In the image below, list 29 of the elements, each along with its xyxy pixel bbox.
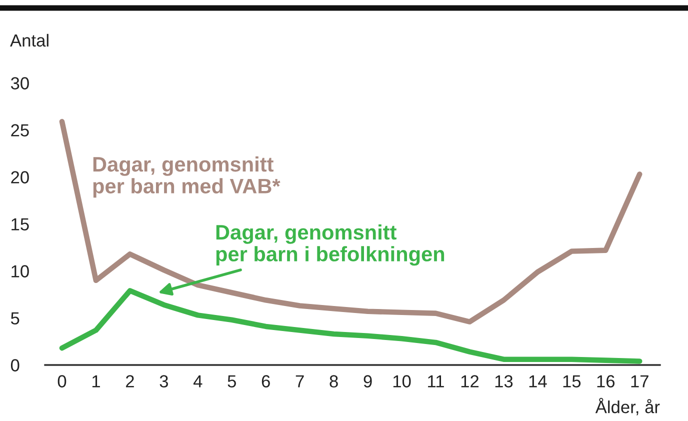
x-tick-label: 12 xyxy=(461,375,479,388)
y-tick-label: 5 xyxy=(10,312,20,324)
y-tick-label: 25 xyxy=(11,124,29,136)
x-tick-label: 17 xyxy=(631,375,648,388)
x-tick-label: 16 xyxy=(597,375,615,388)
x-tick-label: 14 xyxy=(529,375,547,388)
series-label: Dagar, genomsnitt per barn med VAB* xyxy=(93,156,280,198)
x-tick-label: 2 xyxy=(126,375,134,388)
x-axis-title: Ålder, år xyxy=(595,398,660,416)
x-tick-label: 7 xyxy=(296,375,304,388)
y-tick-label: 20 xyxy=(11,171,29,184)
x-tick-label: 13 xyxy=(495,375,513,388)
y-tick-label: 0 xyxy=(10,359,20,372)
x-tick-label: 11 xyxy=(428,375,444,388)
y-tick-label: 10 xyxy=(12,265,29,278)
x-tick-label: 6 xyxy=(262,375,270,388)
x-tick-label: 9 xyxy=(364,375,372,388)
x-tick-label: 10 xyxy=(393,375,411,388)
x-tick-label: 5 xyxy=(228,375,236,388)
x-tick-label: 1 xyxy=(92,375,100,388)
x-tick-label: 8 xyxy=(330,375,338,388)
y-axis-title: Antal xyxy=(10,34,48,47)
y-tick-label: 30 xyxy=(10,77,29,90)
x-tick-label: 0 xyxy=(58,375,66,388)
x-tick-label: 3 xyxy=(160,375,168,388)
x-tick-label: 15 xyxy=(563,375,581,388)
x-tick-label: 4 xyxy=(193,375,202,388)
y-tick-label: 15 xyxy=(12,218,29,230)
text: Dagar, genomsnitt per barn i befolkningen xyxy=(216,224,444,266)
